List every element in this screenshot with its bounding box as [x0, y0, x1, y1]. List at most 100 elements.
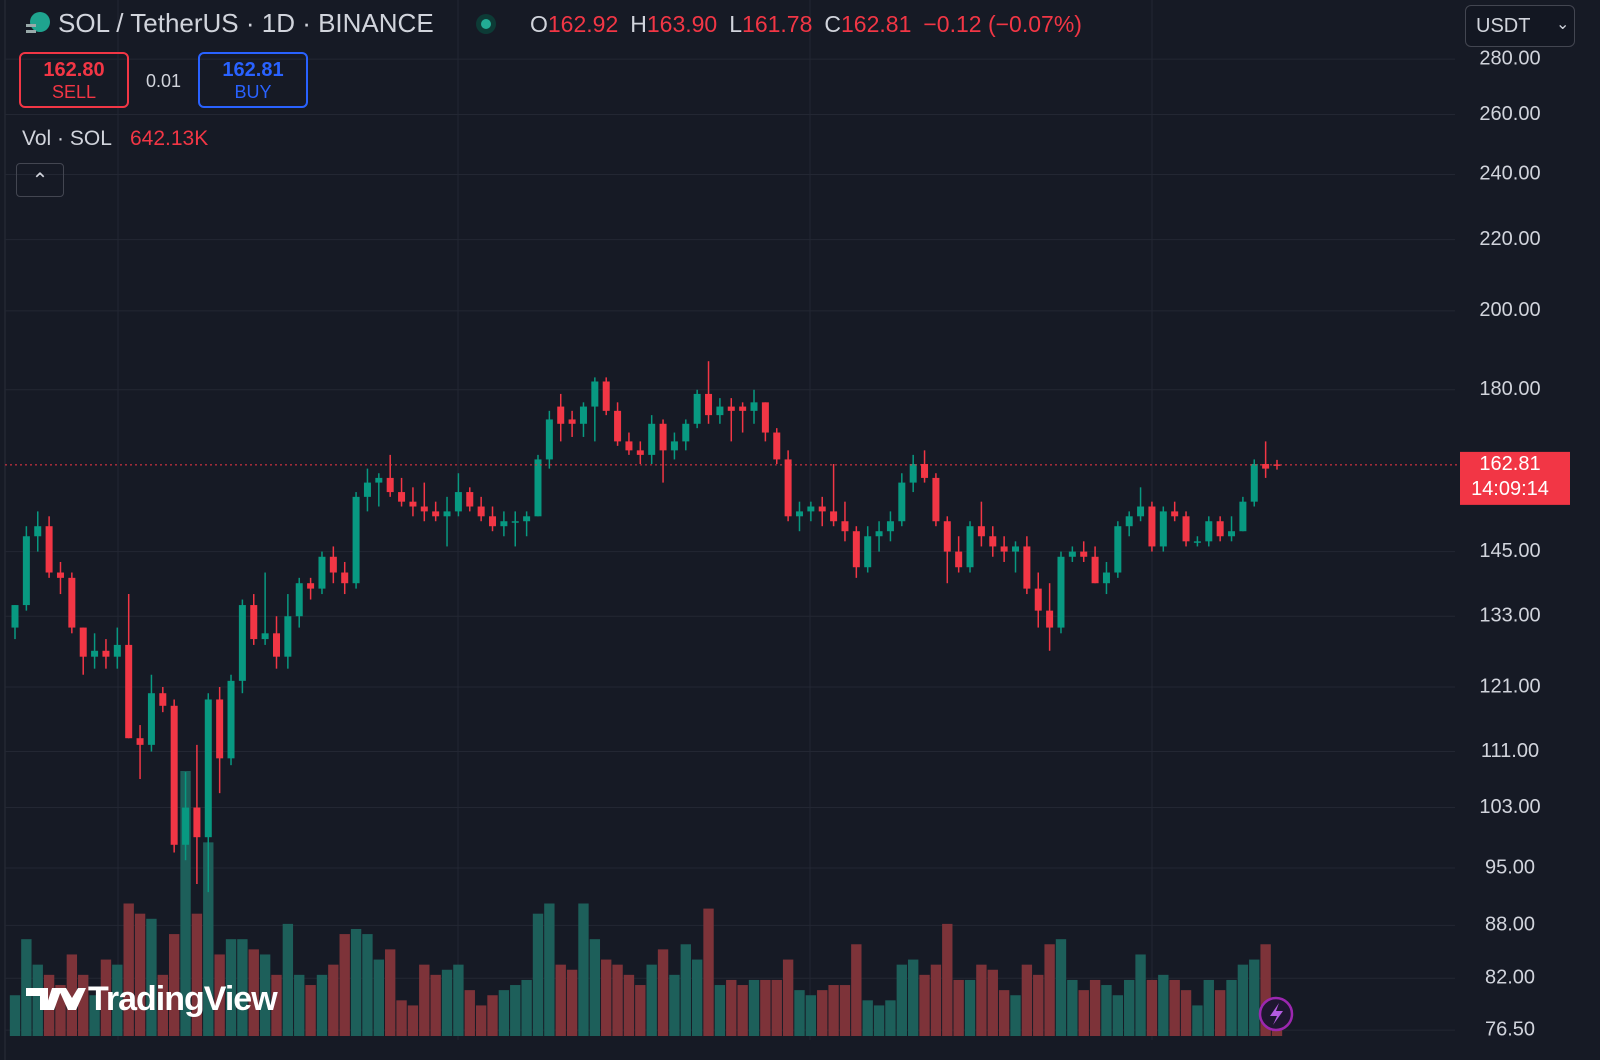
candle-body — [443, 511, 451, 517]
candle-body — [864, 536, 872, 568]
ohlc-key: O — [530, 11, 548, 37]
candle-body — [852, 531, 860, 568]
volume-bar — [1101, 985, 1112, 1036]
volume-bar — [1169, 979, 1180, 1036]
candle-body — [170, 705, 178, 845]
candle-body — [648, 423, 656, 455]
brand-logo — [26, 988, 86, 1010]
candle-body — [272, 633, 280, 657]
candle-body — [34, 526, 42, 537]
candle-body — [102, 650, 110, 657]
volume-bar — [998, 990, 1010, 1036]
candle-body — [1193, 541, 1201, 543]
buy-price: 162.81 — [222, 59, 284, 81]
spread: 0.01 — [146, 71, 182, 91]
candle-body — [79, 627, 87, 657]
dropdown-arrow: ⌄ — [1556, 16, 1570, 33]
icon-circle — [30, 12, 50, 32]
volume-bar — [1089, 979, 1101, 1036]
volume-bar — [703, 908, 714, 1036]
candle-body — [523, 516, 531, 522]
candle-body — [398, 492, 406, 502]
candle-body — [773, 432, 781, 460]
market-status — [476, 14, 496, 34]
volume-bar — [544, 903, 555, 1036]
volume-bar — [805, 995, 817, 1036]
volume-bar — [294, 974, 305, 1036]
volume-bar — [748, 979, 760, 1036]
candle-body — [625, 441, 633, 451]
volume-bar — [225, 939, 237, 1036]
last-price-label: 162.81 — [1479, 453, 1540, 475]
volume-bar — [737, 985, 748, 1036]
volume-bar — [1067, 979, 1078, 1036]
candle-body — [727, 406, 735, 411]
candle-body — [636, 450, 644, 455]
volume-bar — [726, 979, 737, 1036]
volume-bar — [1124, 979, 1135, 1036]
volume-bar — [919, 974, 930, 1036]
y-tick-label: 76.50 — [1485, 1018, 1535, 1040]
volume-bar — [123, 903, 134, 1036]
volume-bar — [794, 990, 805, 1036]
candle-body — [818, 506, 826, 512]
candle-body — [557, 406, 565, 424]
volume-bar — [441, 969, 453, 1036]
price-axis: 280.00 260.00 240.00 220.00 200.00 180.00 145.… — [5, 0, 1600, 1060]
icon-bar — [26, 30, 36, 33]
candle-body — [113, 644, 121, 657]
candle-body — [886, 521, 894, 532]
volume-bar — [168, 934, 180, 1036]
candle-body — [1057, 556, 1065, 628]
volume-bar — [669, 974, 680, 1036]
volume-bar — [907, 959, 919, 1036]
candle-body — [534, 459, 542, 517]
volume-bar — [1158, 974, 1169, 1036]
candle-body — [739, 406, 747, 411]
change: −0.12 (−0.07%) — [923, 11, 1082, 37]
volume-bar — [112, 964, 123, 1036]
candle-body — [1262, 464, 1270, 469]
candle-body — [955, 551, 963, 568]
candle-body — [466, 492, 474, 507]
candle-body — [454, 492, 462, 512]
candle-body — [1125, 516, 1133, 527]
volume-bar — [396, 1000, 407, 1036]
candle-body — [989, 536, 997, 547]
volume-bar — [782, 959, 794, 1036]
volume-bar — [521, 979, 532, 1036]
candle-body — [932, 477, 940, 522]
candle-body — [545, 419, 553, 460]
candle-body — [45, 526, 53, 573]
sell-label: SELL — [51, 82, 97, 102]
candle-body — [591, 381, 599, 407]
y-tick-label: 121.00 — [1479, 675, 1540, 697]
volume-bar — [1033, 974, 1044, 1036]
volume-bar — [1203, 979, 1214, 1036]
buy-button[interactable]: 162.81 BUY — [198, 52, 308, 108]
volume-bar — [953, 979, 964, 1036]
volume-label: Vol · SOL — [22, 127, 112, 150]
volume-bar — [191, 913, 203, 1036]
volume-bar — [9, 995, 21, 1036]
volume-bar — [510, 985, 521, 1036]
volume-bar — [942, 923, 953, 1036]
volume-bar — [1237, 964, 1249, 1036]
y-tick-label: 240.00 — [1479, 163, 1540, 185]
sell-price: 162.80 — [43, 59, 105, 81]
volume-bar — [566, 969, 578, 1036]
sell-button[interactable]: 162.80 SELL — [19, 52, 129, 108]
currency-selector[interactable]: USDT ⌄ — [1465, 5, 1575, 47]
candle-body — [1046, 610, 1054, 628]
candle-body — [1239, 501, 1247, 532]
ohlc-value: 163.90 — [646, 11, 718, 37]
symbol-icon-svg — [26, 12, 50, 33]
volume-bar — [1112, 995, 1124, 1036]
volume-bar — [237, 939, 248, 1036]
candle-body — [1137, 506, 1145, 517]
candle-body — [1148, 506, 1156, 547]
candle-body — [1080, 551, 1088, 557]
candle-body — [1102, 572, 1110, 584]
volume-bar — [601, 959, 612, 1036]
collapse-button[interactable]: ⌃ — [16, 163, 64, 197]
